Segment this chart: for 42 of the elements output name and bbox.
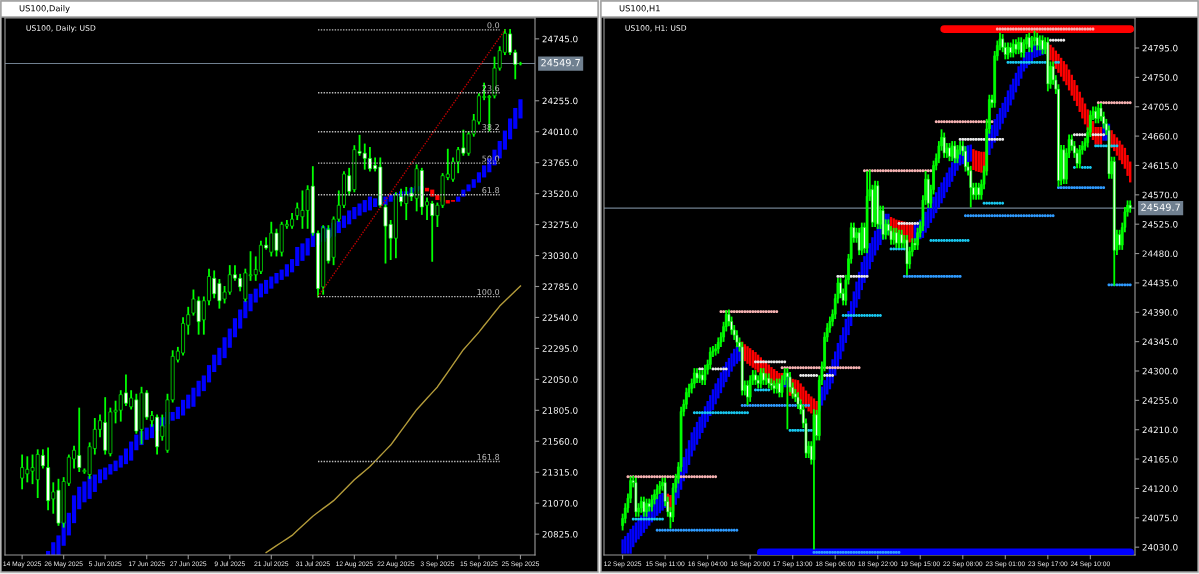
series-label: 100.0: [477, 288, 500, 296]
chart-title: US100,H1: [619, 5, 660, 13]
ref-line-label: 24549.7: [541, 58, 580, 67]
y-tick-label: 24075.0: [1142, 514, 1178, 522]
y-tick-label: 24255.0: [542, 97, 578, 105]
y-tick-label: 24660.0: [1142, 132, 1178, 140]
y-tick-label: 24525.0: [1142, 221, 1178, 228]
y-tick-label: 24210.0: [1142, 426, 1178, 434]
y-tick-label: 22785.0: [542, 283, 578, 290]
y-tick-label: 24570.0: [1142, 191, 1178, 199]
y-tick-label: 24345.0: [1142, 338, 1178, 346]
y-tick-label: 20825.0: [542, 530, 578, 538]
y-tick-label: 24750.0: [1142, 74, 1178, 81]
y-tick-label: 24795.0: [1142, 44, 1178, 52]
ref-line-label: 24549.7: [1141, 203, 1180, 211]
y-tick-label: 22295.0: [542, 345, 578, 352]
y-tick-label: 23275.0: [542, 221, 578, 229]
y-tick-label: 24120.0: [1142, 485, 1178, 492]
y-tick-label: 21805.0: [542, 407, 578, 414]
y-tick-label: 24300.0: [1142, 367, 1178, 375]
y-tick-label: 21315.0: [542, 469, 578, 476]
series-label: 161.8: [477, 453, 500, 460]
y-tick-label: 24480.0: [1142, 250, 1178, 257]
y-tick-label: 24010.0: [542, 128, 578, 136]
y-tick-label: 24745.0: [542, 35, 578, 43]
y-tick-label: 22540.0: [542, 314, 578, 321]
y-tick-label: 24165.0: [1142, 455, 1178, 463]
chart-title: US100,Daily: [19, 4, 70, 14]
y-tick-label: 21560.0: [542, 438, 578, 445]
y-tick-label: 21070.0: [542, 500, 578, 507]
y-tick-label: 23520.0: [542, 190, 578, 198]
y-tick-label: 23765.0: [542, 159, 578, 167]
series-label: 0.0: [487, 22, 500, 29]
y-tick-label: 23030.0: [542, 252, 578, 259]
y-tick-label: 24615.0: [1142, 162, 1178, 169]
y-tick-label: 24030.0: [1142, 544, 1178, 551]
y-tick-label: 24390.0: [1142, 309, 1178, 316]
y-tick-label: 24255.0: [1142, 397, 1178, 404]
y-tick-label: 22050.0: [542, 376, 578, 383]
y-tick-label: 24705.0: [1142, 103, 1178, 111]
y-tick-label: 24435.0: [1142, 279, 1178, 287]
series-label: 61.8: [482, 187, 500, 194]
